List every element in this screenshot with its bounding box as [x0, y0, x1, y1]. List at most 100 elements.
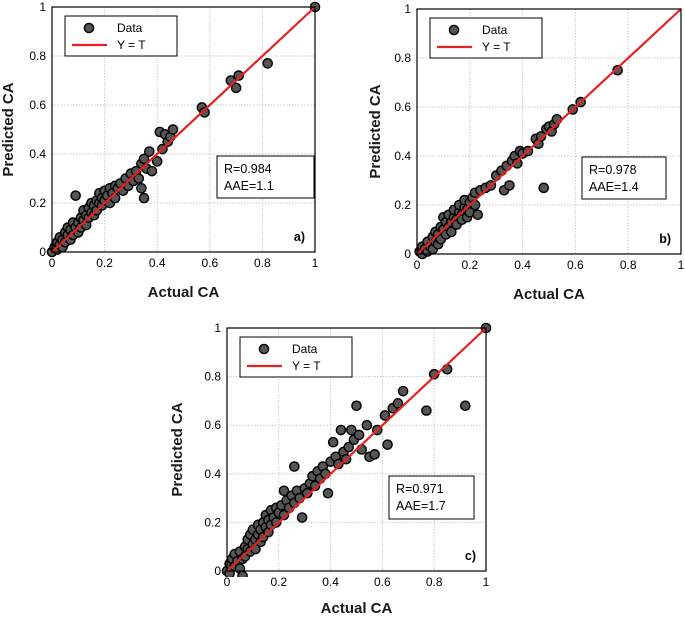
data-point [512, 158, 523, 169]
stat-aae-value: AAE=1.4 [589, 180, 639, 194]
x-tick-label: 0.6 [201, 256, 218, 270]
y-tick-label: 0 [39, 245, 46, 259]
x-axis-label: Actual CA [148, 284, 220, 301]
legend-label-line: Y = T [482, 40, 511, 54]
data-point [382, 439, 393, 450]
legend: Data Y = T [239, 336, 353, 378]
x-tick-label: 0.6 [374, 575, 391, 589]
data-point [278, 509, 290, 521]
x-tick-label: 0.8 [254, 256, 271, 270]
panel-label: a) [294, 230, 305, 244]
data-point [144, 146, 155, 157]
data-point [333, 458, 344, 470]
data-point [322, 487, 334, 499]
chart-panel-3: 0 0.2 0.4 0.6 0.8 1 0 0.2 0.4 0.6 0.8 1 Actual CA Pre… [169, 321, 492, 617]
stats-box [581, 156, 667, 200]
x-tick-label: 0.4 [322, 575, 339, 589]
data-point [70, 190, 81, 201]
x-tick-label: 0 [224, 575, 231, 589]
chart-panel-2: 0 0.2 0.4 0.6 0.8 1 0 0.2 0.4 0.6 0.8 1 Actual CA Pre… [367, 2, 685, 303]
data-point [538, 182, 550, 194]
data-point [270, 517, 282, 528]
data-point [504, 180, 515, 191]
x-tick-label: 0.8 [620, 258, 637, 272]
legend-marker-data [258, 343, 270, 355]
legend-label-line: Y = T [117, 38, 146, 52]
x-tick-label: 0.4 [149, 256, 166, 270]
data-point [421, 405, 432, 416]
stat-r-value: R=0.978 [589, 163, 637, 177]
legend-marker-data [448, 24, 460, 36]
stat-r-value: R=0.984 [224, 162, 272, 176]
data-point [230, 82, 242, 94]
panel-label: c) [465, 549, 476, 563]
legend-box [429, 17, 543, 59]
y-tick-label: 1 [404, 2, 411, 16]
data-point [151, 156, 163, 167]
data-point [346, 424, 357, 436]
data-point [146, 165, 158, 177]
y-tick-label: 0 [404, 247, 411, 261]
data-point [289, 461, 300, 472]
y-tick-label: 1 [214, 321, 221, 335]
y-tick-label: 0.8 [394, 51, 411, 65]
legend-label-data: Data [482, 23, 508, 37]
legend-label-line: Y = T [292, 359, 321, 373]
y-tick-label: 1 [39, 0, 46, 14]
data-point [353, 429, 365, 441]
data-point [351, 400, 362, 412]
data-point [138, 153, 150, 165]
data-point [392, 398, 404, 409]
x-tick-label: 0.2 [96, 256, 113, 270]
data-point [133, 173, 145, 184]
y-axis-label: Predicted CA [169, 402, 186, 496]
x-tick-label: 0 [49, 256, 56, 270]
legend-box [239, 336, 353, 378]
x-tick-label: 0.2 [270, 575, 287, 589]
stat-aae-value: AAE=1.7 [396, 499, 446, 513]
stats-box [216, 155, 315, 199]
legend-box [64, 15, 178, 57]
x-tick-label: 0.4 [514, 258, 531, 272]
data-point [428, 368, 440, 380]
data-point [167, 124, 179, 135]
y-tick-label: 0.6 [394, 100, 411, 114]
y-tick-label: 0.2 [29, 196, 46, 210]
data-point [446, 226, 457, 238]
y-axis-label: Predicted CA [0, 82, 17, 176]
y-tick-label: 0 [214, 564, 221, 578]
y-tick-label: 0.6 [29, 98, 46, 112]
y-tick-label: 0.4 [29, 147, 46, 161]
data-point [301, 487, 313, 499]
legend: Data Y = T [64, 15, 178, 57]
data-point [335, 424, 347, 436]
identity-line [226, 327, 487, 572]
x-axis-label: Actual CA [321, 600, 393, 617]
y-tick-label: 0.6 [204, 418, 221, 432]
data-point [262, 58, 273, 69]
data-point [327, 436, 339, 448]
panel-label: b) [659, 232, 671, 246]
identity-line [416, 8, 682, 255]
y-tick-label: 0.2 [204, 515, 221, 529]
data-point [397, 385, 409, 397]
legend-marker-data [83, 22, 95, 34]
legend: Data Y = T [429, 17, 543, 59]
identity-line [51, 6, 316, 253]
x-tick-label: 1 [678, 258, 685, 272]
x-tick-label: 0.2 [461, 258, 478, 272]
data-layer [46, 1, 321, 258]
data-layer [414, 8, 682, 260]
legend-label-data: Data [117, 21, 143, 35]
axes-frame [51, 6, 316, 253]
stat-r-value: R=0.971 [396, 482, 444, 496]
y-tick-label: 0.2 [394, 198, 411, 212]
data-point [278, 485, 290, 497]
x-tick-label: 0.8 [426, 575, 443, 589]
legend-label-data: Data [292, 342, 318, 356]
data-point [309, 480, 321, 492]
x-tick-label: 0 [414, 258, 421, 272]
x-tick-label: 1 [483, 575, 490, 589]
data-point [535, 131, 547, 142]
